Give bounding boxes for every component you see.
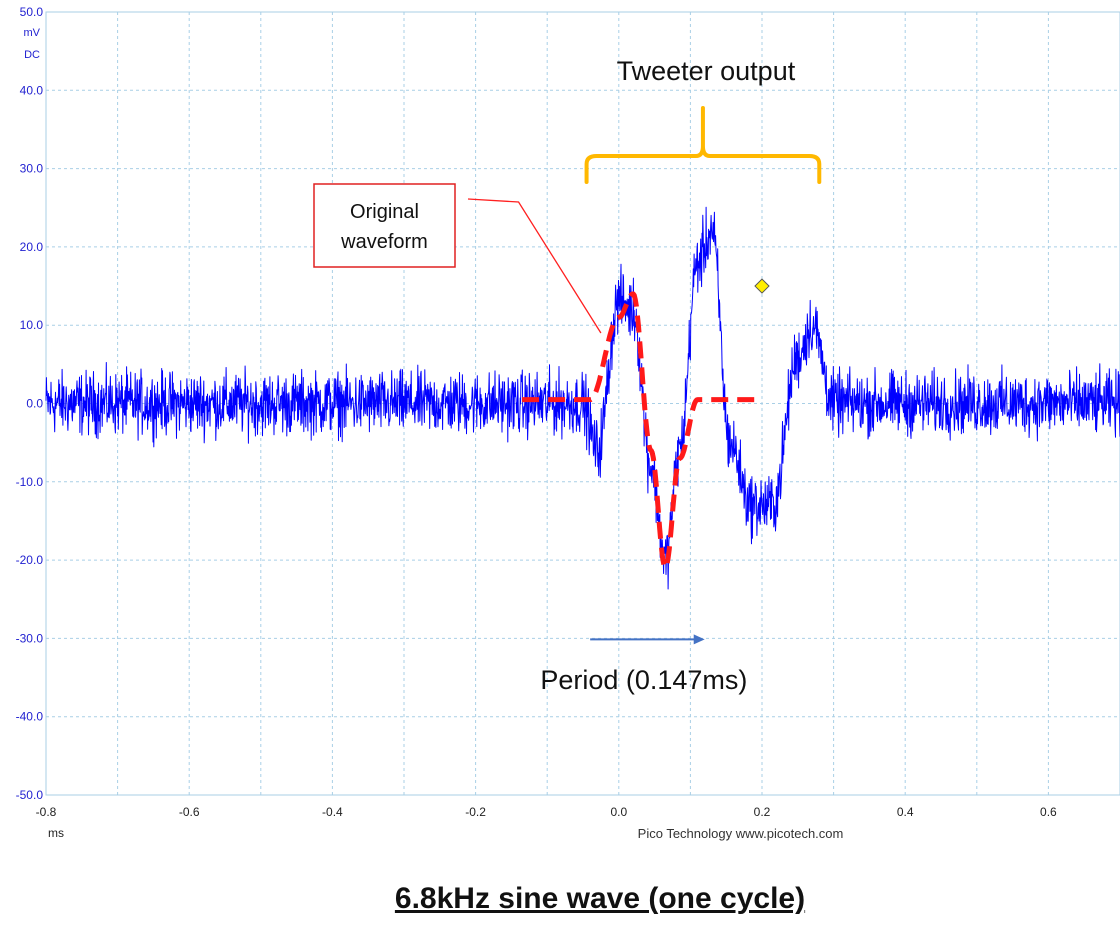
tweeter-output-label: Tweeter output	[617, 56, 796, 86]
y-axis-coupling: DC	[24, 49, 40, 61]
diamond-marker	[754, 278, 770, 294]
x-tick-label: 0.2	[754, 805, 771, 819]
y-tick-label: 10.0	[20, 318, 44, 332]
callout-leader-line	[467, 198, 602, 334]
tweeter-bracket	[584, 106, 822, 184]
original-waveform-callout	[313, 183, 456, 268]
period-label: Period (0.147ms)	[540, 665, 747, 695]
y-tick-label: 50.0	[20, 5, 44, 19]
y-tick-label: 40.0	[20, 83, 44, 97]
original-waveform-label-line1: Original	[350, 201, 419, 223]
y-tick-label: 20.0	[20, 240, 44, 254]
x-axis-ticks: -0.8 -0.6 -0.4 -0.2 0.0 0.2 0.4 0.6	[36, 805, 1057, 819]
footer-credit: Pico Technology www.picotech.com	[638, 826, 844, 841]
x-tick-label: 0.4	[897, 805, 914, 819]
x-tick-label: 0.0	[610, 805, 627, 819]
original-waveform-label-line2: waveform	[340, 231, 428, 253]
y-tick-label: -30.0	[16, 631, 44, 645]
y-tick-label: -10.0	[16, 475, 44, 489]
waveform-chart: 50.0 40.0 30.0 20.0 10.0 0.0 -10.0 -20.0 -30.0 -4…	[16, 5, 1120, 841]
x-tick-label: -0.6	[179, 805, 200, 819]
y-tick-label: 30.0	[20, 162, 44, 176]
x-tick-label: -0.8	[36, 805, 57, 819]
figure-caption: 6.8kHz sine wave (one cycle)	[394, 882, 806, 915]
y-tick-label: -40.0	[16, 710, 44, 724]
period-arrow-head	[693, 634, 705, 645]
y-axis-unit: mV	[24, 27, 41, 39]
y-axis-ticks: 50.0 40.0 30.0 20.0 10.0 0.0 -10.0 -20.0 -30.0 -4…	[16, 5, 44, 802]
x-tick-label: -0.2	[465, 805, 486, 819]
x-tick-label: -0.4	[322, 805, 343, 819]
x-tick-label: 0.6	[1040, 805, 1057, 819]
y-tick-label: -50.0	[16, 788, 44, 802]
measured-waveform-line	[45, 206, 1120, 590]
x-axis-unit: ms	[48, 826, 64, 840]
y-tick-label: 0.0	[26, 397, 43, 411]
y-tick-label: -20.0	[16, 553, 44, 567]
original-waveform-line	[520, 291, 757, 571]
